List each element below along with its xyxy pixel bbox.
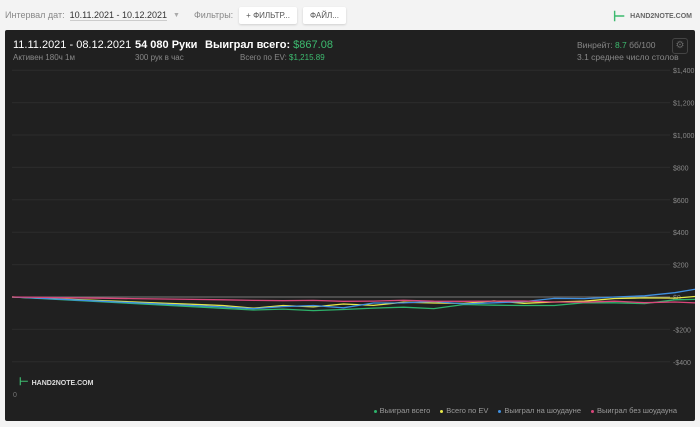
ev-total: Всего по EV: $1,215.89: [240, 53, 325, 62]
hands-rate: 300 рук в час: [135, 53, 184, 62]
plus-icon: +: [246, 10, 254, 20]
y-tick-label: $600: [673, 198, 689, 205]
y-tick-label: $200: [673, 263, 689, 270]
chart: $1,400$1,200$1,000$800$600$400$200$0-$20…: [11, 68, 695, 399]
logo: ⊢ HAND2NOTE.COM: [613, 8, 692, 25]
y-tick-label: $1,000: [673, 133, 695, 140]
active-time: Активен 180ч 1м: [13, 53, 75, 62]
chart-panel: 11.11.2021 - 08.12.2021 Активен 180ч 1м …: [5, 30, 695, 421]
filter-button-label: ФИЛЬТР...: [253, 10, 290, 20]
won-value: $867.08: [293, 39, 333, 51]
x-tick-label: 0: [13, 392, 17, 399]
won-label: Выиграл всего:: [205, 39, 291, 51]
legend-item[interactable]: Всего по EV: [440, 406, 488, 415]
logo-icon: ⊢: [612, 8, 626, 24]
legend-item[interactable]: Выиграл без шоудауна: [591, 406, 677, 415]
series-line: [11, 295, 695, 309]
winrate-value: 8.7: [614, 40, 627, 50]
interval-label: Интервал дат:: [5, 10, 65, 20]
chevron-down-icon[interactable]: ▼: [173, 11, 180, 19]
won-total: Выиграл всего: $867.08: [205, 39, 333, 51]
y-tick-label: $400: [673, 230, 689, 237]
avg-tables: 3.1 среднее число столов: [577, 52, 679, 62]
winrate-unit: бб/100: [629, 40, 656, 50]
ev-label: Всего по EV:: [240, 53, 287, 62]
y-tick-label: -$400: [673, 360, 691, 367]
legend-item[interactable]: Выиграл всего: [373, 406, 430, 415]
ev-value: $1,215.89: [289, 53, 325, 62]
date-range-select[interactable]: 10.11.2021 - 10.12.2021: [69, 9, 168, 21]
y-tick-label: $800: [673, 165, 689, 172]
period: 11.11.2021 - 08.12.2021: [13, 39, 132, 51]
files-button[interactable]: ФАЙЛ...: [303, 6, 346, 24]
series-line: [11, 288, 695, 310]
add-filter-button[interactable]: + ФИЛЬТР...: [239, 6, 297, 24]
y-tick-label: $1,400: [673, 68, 695, 75]
winrate-label: Винрейт:: [577, 40, 613, 50]
legend-item[interactable]: Выиграл на шоудауне: [498, 406, 581, 415]
hands-count: 54 080 Руки: [135, 39, 198, 51]
toolbar: Интервал дат: 10.11.2021 - 10.12.2021 ▼ …: [0, 0, 700, 30]
series-line: [11, 296, 695, 312]
gear-icon[interactable]: ⚙: [672, 38, 688, 54]
y-tick-label: -$200: [673, 327, 691, 334]
watermark-logo: ⊢ HAND2NOTE.COM: [19, 376, 94, 388]
filters-label: Фильтры:: [193, 10, 234, 20]
legend: Выиграл всего Всего по EV Выиграл на шоуда…: [373, 406, 677, 415]
logo-text: HAND2NOTE.COM: [630, 13, 692, 20]
winrate: Винрейт: 8.7 бб/100: [577, 40, 655, 50]
y-tick-label: $1,200: [673, 101, 695, 108]
